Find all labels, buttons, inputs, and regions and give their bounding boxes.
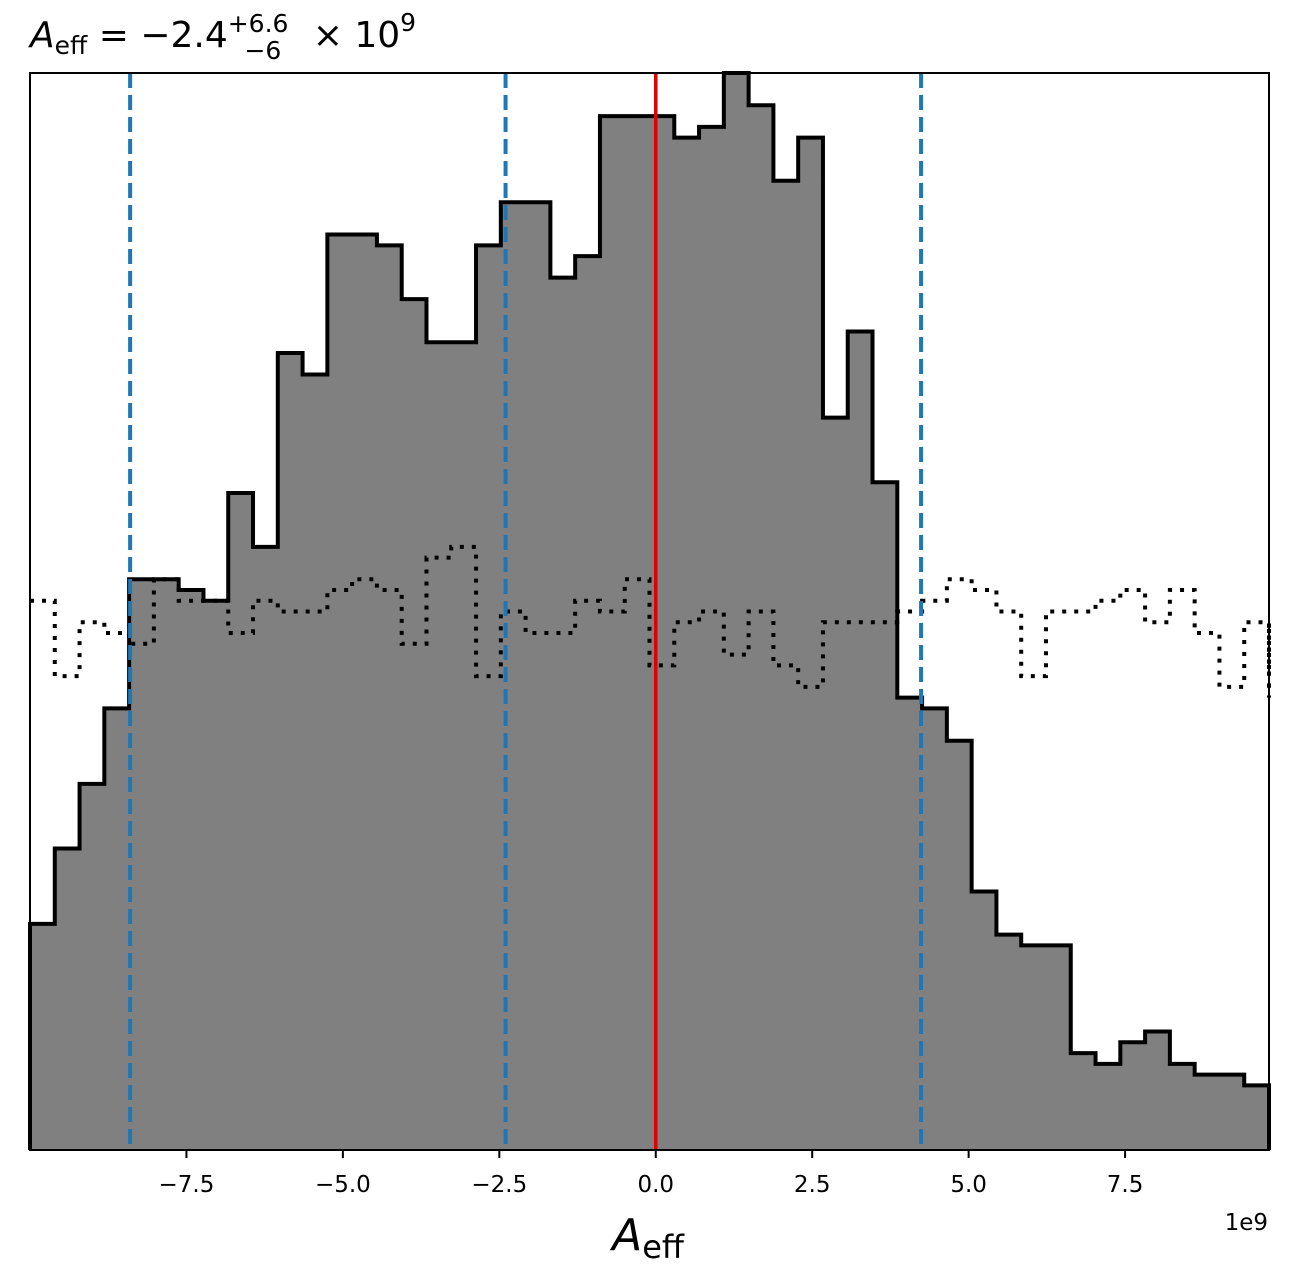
posterior-bar (352, 234, 378, 1151)
prior-outline (30, 544, 1271, 698)
posterior-bar (1244, 1085, 1270, 1150)
posterior-bar (1120, 1042, 1146, 1150)
posterior-bar (847, 331, 874, 1151)
posterior-bar (54, 848, 81, 1150)
posterior-bar (996, 934, 1022, 1150)
posterior-bar (376, 245, 403, 1150)
posterior-bar (897, 697, 923, 1150)
posterior-bar (748, 105, 774, 1150)
posterior-bar (699, 126, 725, 1151)
posterior-bar (277, 353, 304, 1150)
title-exponent: 9 (400, 8, 416, 37)
x-axis-offset-label: 1e9 (1225, 1210, 1268, 1236)
posterior-bar (1219, 1074, 1245, 1150)
posterior-bar (104, 708, 130, 1150)
x-axis-label: Aeff (609, 1210, 685, 1266)
title-lower-error: −6 (244, 36, 281, 65)
axes-frame (29, 72, 1270, 1151)
posterior-bar (401, 299, 428, 1150)
posterior-bar (203, 600, 229, 1150)
posterior-bar (327, 234, 353, 1151)
posterior-bar (253, 546, 279, 1150)
posterior-bar (723, 73, 750, 1150)
posterior-bar (476, 245, 502, 1150)
posterior-bar (302, 374, 328, 1150)
posterior-bar (426, 342, 452, 1150)
title-upper-error: +6.6 (228, 9, 289, 38)
posterior-bar (1145, 1031, 1171, 1150)
posterior-bar (1045, 945, 1072, 1150)
posterior-bar (1169, 1063, 1196, 1150)
title-times: × 10 (301, 15, 400, 56)
title-value: = −2.4 (87, 15, 227, 56)
posterior-bar (129, 579, 155, 1150)
posterior-bar (922, 708, 948, 1150)
posterior-bar (451, 342, 477, 1150)
posterior-bar (599, 116, 626, 1151)
posterior-bar (1194, 1074, 1221, 1150)
posterior-bar (872, 482, 898, 1150)
posterior-bar (624, 116, 651, 1151)
x-tick-label: 0.0 (637, 1172, 674, 1198)
x-tick-label: −7.5 (159, 1172, 215, 1198)
posterior-bar (525, 202, 551, 1151)
posterior-bar (971, 891, 998, 1150)
posterior-bar (674, 137, 700, 1150)
x-axis-ticks: −7.5 −5.0 −2.5 0.0 2.5 5.0 7.5 (159, 1150, 1144, 1198)
posterior-bar (79, 783, 105, 1150)
posterior-bar (1070, 1053, 1097, 1150)
x-tick-label: 7.5 (1107, 1172, 1144, 1198)
posterior-bar (550, 277, 576, 1150)
posterior-bar (228, 493, 254, 1150)
plot-area (28, 71, 1271, 1151)
posterior-bar (649, 116, 675, 1151)
x-axis-label-symbol: A (609, 1210, 642, 1261)
x-axis-label-subscript: eff (642, 1228, 685, 1266)
posterior-outline (28, 71, 1271, 1150)
chart-title: Aeff = −2.4+6.6 −6 × 109 (28, 8, 416, 65)
x-tick-label: 5.0 (950, 1172, 987, 1198)
title-subscript: eff (55, 31, 88, 60)
posterior-bar (575, 256, 601, 1151)
posterior-bar (1021, 945, 1047, 1150)
posterior-bar (178, 589, 205, 1150)
posterior-bar (30, 923, 56, 1150)
posterior-bar (946, 740, 973, 1150)
posterior-bar (1095, 1063, 1121, 1150)
x-tick-label: 2.5 (794, 1172, 831, 1198)
x-tick-label: −5.0 (315, 1172, 371, 1198)
title-symbol: A (28, 15, 55, 56)
x-tick-label: −2.5 (471, 1172, 527, 1198)
posterior-bar (153, 579, 180, 1150)
posterior-bar (822, 417, 849, 1150)
posterior-bar (798, 137, 824, 1150)
